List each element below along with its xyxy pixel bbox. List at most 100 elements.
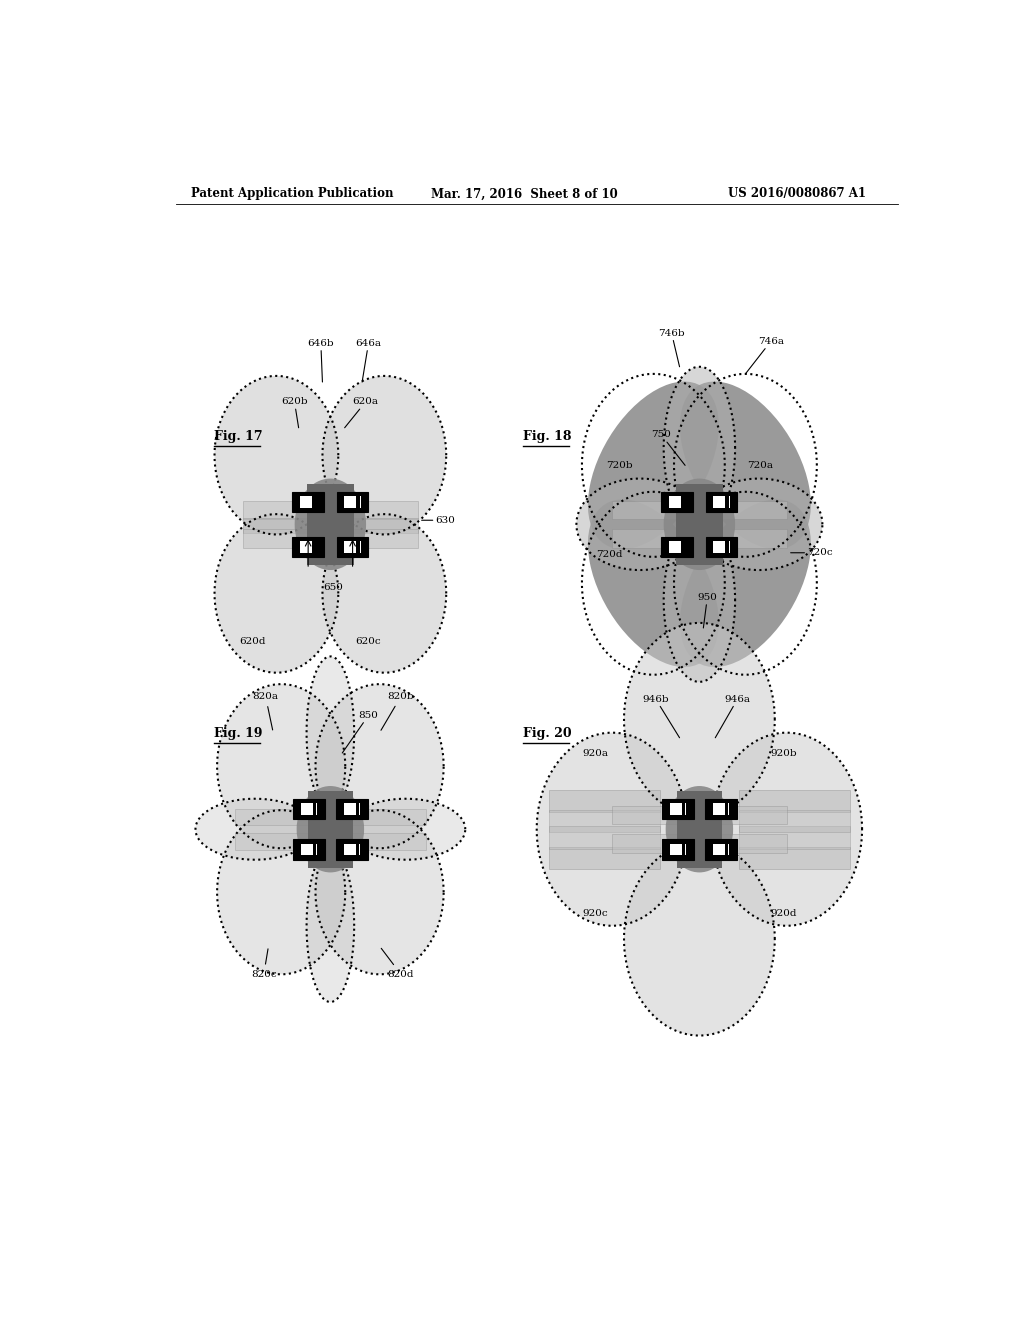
Ellipse shape — [695, 479, 822, 570]
FancyBboxPatch shape — [243, 500, 418, 519]
FancyBboxPatch shape — [312, 496, 315, 508]
FancyBboxPatch shape — [293, 840, 325, 859]
FancyBboxPatch shape — [355, 843, 359, 855]
FancyBboxPatch shape — [612, 805, 786, 824]
Ellipse shape — [297, 785, 365, 873]
Text: 950: 950 — [697, 593, 717, 628]
FancyBboxPatch shape — [236, 833, 426, 850]
Ellipse shape — [664, 367, 735, 529]
Text: 946a: 946a — [715, 694, 751, 738]
Text: 850: 850 — [342, 711, 379, 752]
Ellipse shape — [577, 479, 703, 570]
FancyBboxPatch shape — [293, 799, 325, 818]
FancyBboxPatch shape — [292, 492, 324, 512]
Ellipse shape — [680, 499, 811, 667]
FancyBboxPatch shape — [549, 846, 659, 869]
Ellipse shape — [624, 623, 775, 816]
Text: Fig. 20: Fig. 20 — [523, 727, 571, 739]
FancyBboxPatch shape — [706, 492, 737, 512]
Text: Fig. 17: Fig. 17 — [214, 430, 262, 444]
FancyBboxPatch shape — [677, 791, 722, 867]
FancyBboxPatch shape — [612, 500, 786, 519]
Ellipse shape — [214, 515, 338, 673]
Ellipse shape — [315, 684, 443, 849]
Ellipse shape — [214, 376, 338, 535]
Text: 920d: 920d — [771, 908, 798, 917]
FancyBboxPatch shape — [705, 840, 736, 859]
FancyBboxPatch shape — [739, 789, 850, 812]
Text: 820d: 820d — [381, 948, 414, 978]
Text: 750: 750 — [651, 430, 685, 466]
FancyBboxPatch shape — [705, 799, 736, 818]
Text: 746b: 746b — [658, 329, 685, 367]
Text: Fig. 18: Fig. 18 — [523, 430, 571, 444]
FancyBboxPatch shape — [739, 810, 850, 833]
Text: 920b: 920b — [771, 748, 798, 758]
Ellipse shape — [664, 519, 735, 682]
Text: US 2016/0080867 A1: US 2016/0080867 A1 — [728, 187, 866, 201]
Text: 620a: 620a — [345, 397, 379, 428]
FancyBboxPatch shape — [662, 536, 693, 557]
FancyBboxPatch shape — [725, 496, 729, 508]
Ellipse shape — [712, 733, 862, 925]
Ellipse shape — [588, 381, 719, 549]
FancyBboxPatch shape — [300, 541, 316, 553]
Text: 646a: 646a — [355, 339, 382, 381]
Ellipse shape — [196, 799, 314, 859]
Ellipse shape — [666, 785, 733, 873]
FancyBboxPatch shape — [336, 840, 368, 859]
Text: Mar. 17, 2016  Sheet 8 of 10: Mar. 17, 2016 Sheet 8 of 10 — [431, 187, 618, 201]
FancyBboxPatch shape — [669, 541, 685, 553]
FancyBboxPatch shape — [612, 834, 786, 853]
FancyBboxPatch shape — [739, 826, 850, 849]
FancyBboxPatch shape — [663, 840, 694, 859]
FancyBboxPatch shape — [337, 492, 369, 512]
FancyBboxPatch shape — [337, 536, 369, 557]
FancyBboxPatch shape — [725, 541, 729, 553]
FancyBboxPatch shape — [301, 803, 317, 814]
FancyBboxPatch shape — [663, 799, 694, 818]
FancyBboxPatch shape — [681, 541, 685, 553]
Ellipse shape — [217, 684, 345, 849]
Ellipse shape — [537, 733, 687, 925]
FancyBboxPatch shape — [292, 536, 324, 557]
FancyBboxPatch shape — [343, 803, 360, 814]
FancyBboxPatch shape — [713, 843, 729, 855]
Ellipse shape — [315, 810, 443, 974]
FancyBboxPatch shape — [670, 803, 686, 814]
Ellipse shape — [588, 499, 719, 667]
Ellipse shape — [217, 810, 345, 974]
FancyBboxPatch shape — [343, 843, 360, 855]
FancyBboxPatch shape — [355, 803, 359, 814]
Ellipse shape — [346, 799, 465, 859]
FancyBboxPatch shape — [681, 496, 685, 508]
Text: 620d: 620d — [240, 638, 266, 647]
FancyBboxPatch shape — [344, 496, 360, 508]
FancyBboxPatch shape — [301, 843, 317, 855]
Text: 920a: 920a — [582, 748, 608, 758]
FancyBboxPatch shape — [308, 791, 352, 867]
FancyBboxPatch shape — [312, 541, 315, 553]
Text: 920c: 920c — [582, 908, 607, 917]
FancyBboxPatch shape — [356, 496, 360, 508]
FancyBboxPatch shape — [243, 529, 418, 548]
FancyBboxPatch shape — [300, 496, 316, 508]
FancyBboxPatch shape — [714, 541, 730, 553]
Text: 720d: 720d — [596, 550, 623, 558]
Text: 630: 630 — [422, 516, 456, 525]
FancyBboxPatch shape — [344, 541, 360, 553]
FancyBboxPatch shape — [676, 483, 723, 565]
Text: 720a: 720a — [748, 462, 773, 470]
Ellipse shape — [295, 479, 367, 570]
FancyBboxPatch shape — [549, 789, 659, 812]
FancyBboxPatch shape — [670, 843, 686, 855]
FancyBboxPatch shape — [306, 483, 354, 565]
FancyBboxPatch shape — [612, 529, 786, 548]
Ellipse shape — [664, 479, 735, 570]
FancyBboxPatch shape — [312, 843, 316, 855]
FancyBboxPatch shape — [725, 843, 728, 855]
Text: Fig. 19: Fig. 19 — [214, 727, 262, 739]
Text: 720c: 720c — [791, 548, 833, 557]
Text: 820b: 820b — [381, 692, 414, 730]
Text: 620b: 620b — [282, 397, 308, 428]
